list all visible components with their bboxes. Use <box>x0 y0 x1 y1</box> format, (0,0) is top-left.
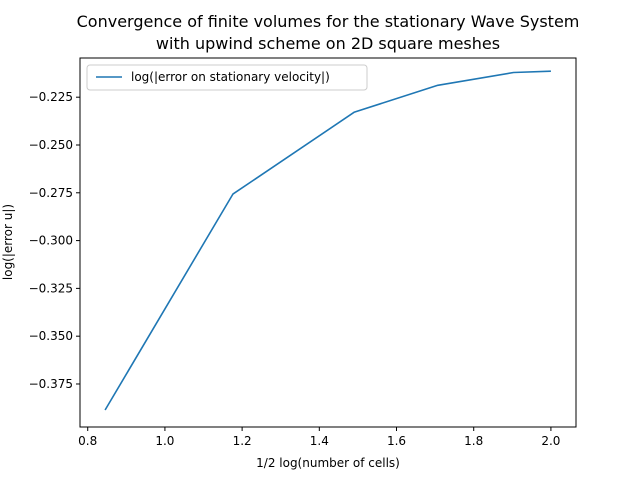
x-axis-label: 1/2 log(number of cells) <box>256 456 400 470</box>
legend: log(|error on stationary velocity|) <box>86 64 368 91</box>
y-tick-label: −0.300 <box>29 234 73 248</box>
x-tick-label: 0.8 <box>78 434 97 448</box>
legend-label: log(|error on stationary velocity|) <box>131 70 330 84</box>
x-tick-label: 2.0 <box>541 434 560 448</box>
chart-title-line-2: with upwind scheme on 2D square meshes <box>156 34 500 53</box>
x-tick-label: 1.0 <box>155 434 174 448</box>
x-tick-label: 1.6 <box>387 434 406 448</box>
y-tick-label: −0.250 <box>29 138 73 152</box>
y-axis-label: log(|error u|) <box>1 204 15 280</box>
y-tick-label: −0.325 <box>29 281 73 295</box>
y-tick-label: −0.275 <box>29 186 73 200</box>
plot-frame <box>79 57 577 428</box>
x-tick-label: 1.4 <box>310 434 329 448</box>
series-layer <box>104 70 551 411</box>
y-axis: −0.225 −0.250 −0.275 −0.300 −0.325 −0.350 −0.3… <box>29 90 80 391</box>
legend-box <box>86 64 368 91</box>
chart-title-line-1: Convergence of finite volumes for the st… <box>77 12 580 31</box>
x-tick-label: 1.8 <box>464 434 483 448</box>
y-tick-label: −0.375 <box>29 377 73 391</box>
x-tick-label: 1.2 <box>233 434 252 448</box>
y-tick-label: −0.225 <box>29 90 73 104</box>
x-axis: 0.8 1.0 1.2 1.4 1.6 1.8 2.0 <box>78 427 560 448</box>
plot-area <box>79 57 577 428</box>
series-line <box>104 70 551 411</box>
y-tick-label: −0.350 <box>29 329 73 343</box>
